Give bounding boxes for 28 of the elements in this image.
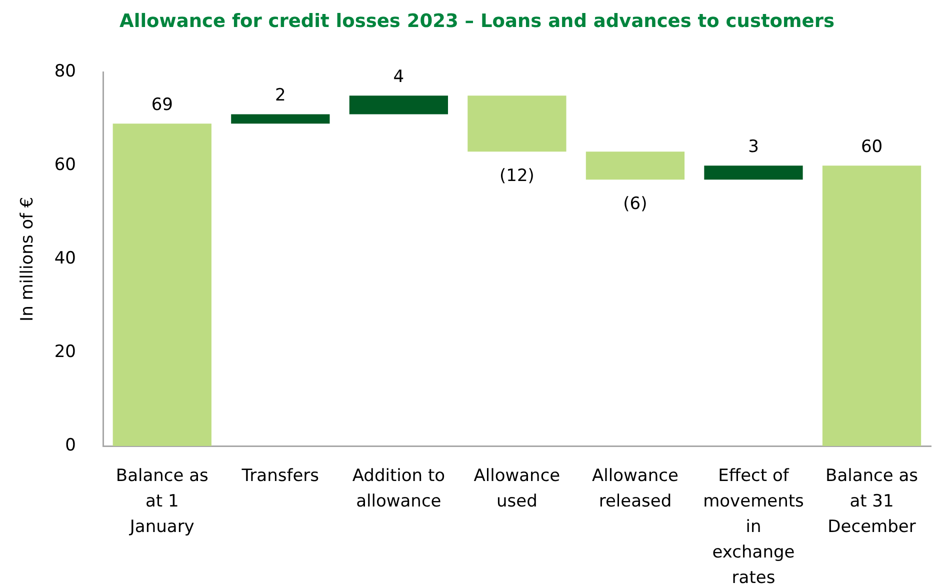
y-tick-label: 40 [54,248,76,269]
y-tick-label: 0 [65,435,76,456]
bar [586,152,685,180]
y-axis-title: In millions of € [18,196,38,322]
bar [349,96,448,114]
data-label: 69 [151,95,173,116]
bar [112,124,212,446]
x-tick-label: Transfers [240,466,320,486]
x-tick-label: Balance as at 1 January [116,466,209,538]
y-tick-label: 80 [54,62,76,82]
bar [822,166,922,446]
x-tick-label: Addition to allowance [352,466,446,512]
x-tick-label: Allowance released [592,466,678,512]
bar [231,114,330,124]
chart-title: Allowance for credit losses 2023 – Loans and advances to customers [120,10,834,32]
data-label: 4 [393,66,404,87]
data-label: (6) [623,194,648,214]
data-label: 2 [274,86,286,106]
y-tick-label: 20 [54,342,76,362]
data-label: 60 [860,137,883,158]
x-tick-label: Allowance used [474,466,560,512]
x-tick-label: Balance as at 31 December [826,466,918,538]
x-tick-label: Effect of movements in exchange rates [703,466,804,587]
bar [468,96,566,152]
y-tick-label: 60 [54,155,76,176]
bar [704,166,803,180]
data-label: 3 [748,137,759,158]
data-label: (12) [499,166,534,186]
